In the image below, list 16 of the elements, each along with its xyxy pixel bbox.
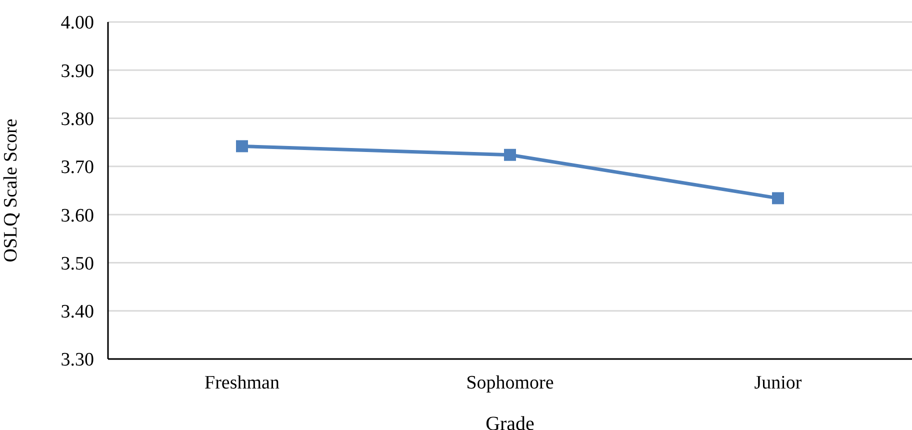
y-tick-label: 3.60 <box>60 205 94 226</box>
y-tick-label: 3.40 <box>60 302 94 323</box>
y-tick-label: 4.00 <box>60 12 94 34</box>
point <box>504 148 516 161</box>
x-axis-title: Grade <box>486 413 535 430</box>
x-tick-label: Junior <box>754 372 802 394</box>
y-axis-title: OSLQ Scale Score <box>0 118 22 262</box>
y-tick-label: 3.70 <box>60 157 94 178</box>
x-tick-label: Freshman <box>204 372 280 394</box>
y-tick-label: 3.30 <box>60 350 94 371</box>
x-tick-label: Sophomore <box>466 372 554 394</box>
y-tick-label: 3.80 <box>60 109 94 130</box>
y-tick-label: 3.50 <box>60 253 94 274</box>
point <box>772 192 784 204</box>
point <box>236 140 248 152</box>
y-tick-label: 3.90 <box>60 60 94 82</box>
